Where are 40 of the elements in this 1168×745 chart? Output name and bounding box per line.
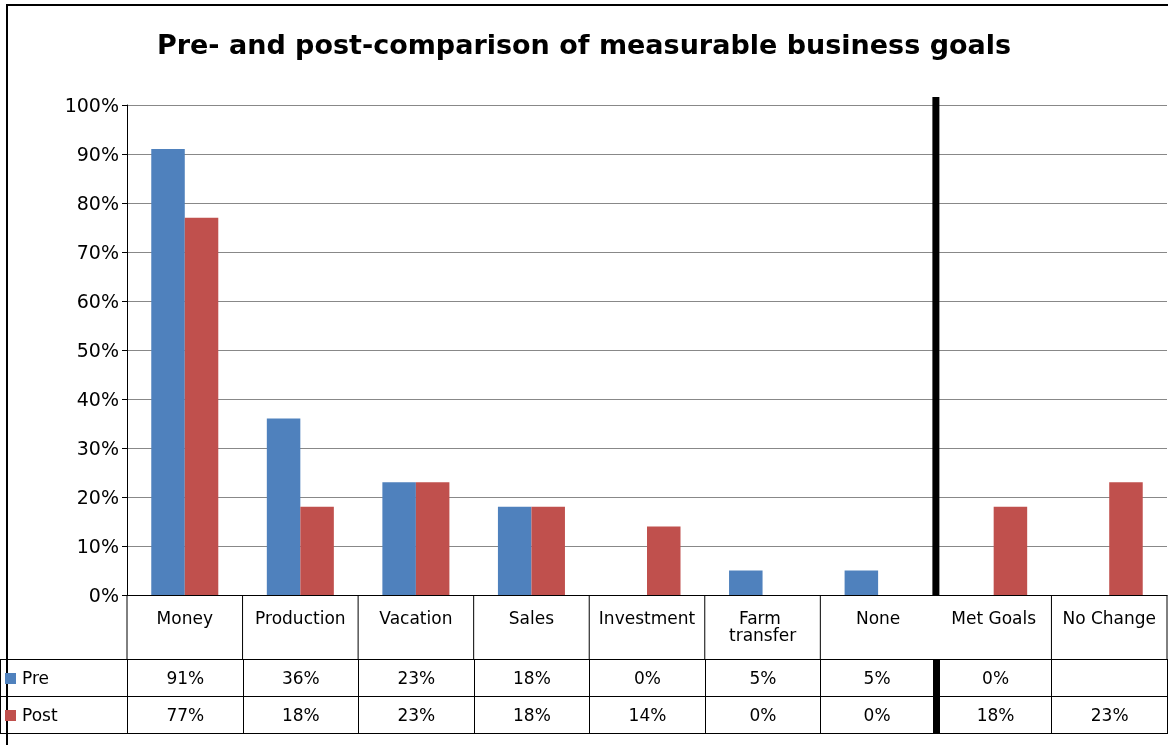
legend-label: Post (22, 705, 58, 725)
data-label: 5% (820, 659, 937, 697)
data-label: 0% (589, 659, 706, 697)
x-tick-label: Money (156, 607, 213, 628)
y-tick-label: 60% (76, 290, 119, 312)
data-label: 77% (127, 696, 244, 734)
y-tick-label: 10% (76, 535, 119, 557)
data-label: 5% (705, 659, 821, 697)
legend-label: Pre (22, 668, 50, 688)
data-label: 0% (705, 696, 821, 734)
data-label: 14% (589, 696, 706, 734)
x-tick-label: Sales (508, 607, 555, 628)
x-tick-label: Investment (598, 607, 696, 628)
chart-title: Pre- and post-comparison of measurable business goals (156, 29, 1012, 60)
y-tick-label: 20% (76, 486, 119, 508)
x-tick-label: Production (255, 607, 346, 628)
data-label: 0% (936, 659, 1052, 697)
data-label: 23% (1051, 696, 1168, 734)
y-tick-label: 90% (76, 143, 119, 165)
data-label: 91% (127, 659, 244, 697)
data-label: 0% (820, 696, 937, 734)
y-tick-label: 100% (64, 94, 119, 116)
y-tick-label: 30% (76, 437, 119, 459)
data-label: 23% (358, 696, 475, 734)
data-label: 23% (358, 659, 475, 697)
data-label: 18% (936, 696, 1052, 734)
x-tick-label: Farm transfer (728, 607, 797, 645)
y-tick-label: 0% (88, 584, 119, 606)
y-tick-label: 50% (76, 339, 119, 361)
y-tick-label: 70% (76, 241, 119, 263)
y-tick-label: 80% (76, 192, 119, 214)
x-tick-label: Vacation (379, 607, 453, 628)
data-label: 18% (474, 696, 590, 734)
x-tick-label: No Change (1062, 607, 1157, 628)
x-tick-label: Met Goals (951, 607, 1037, 628)
y-tick-label: 40% (76, 388, 119, 410)
data-label: 36% (243, 659, 359, 697)
data-label: 18% (243, 696, 359, 734)
data-label: 18% (474, 659, 590, 697)
x-tick-label: None (855, 607, 901, 628)
